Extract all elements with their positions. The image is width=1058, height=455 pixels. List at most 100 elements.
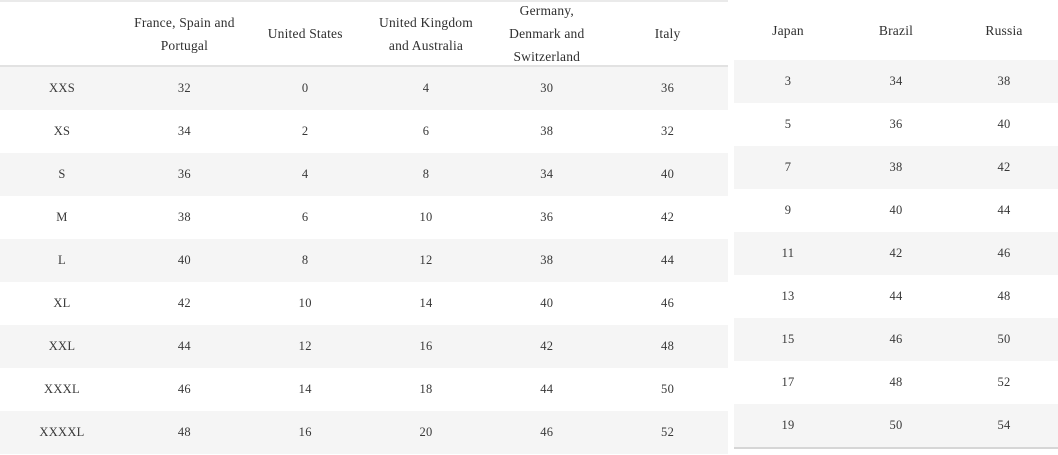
value-cell: 38 (997, 74, 1011, 88)
value-cell: 17 (781, 375, 795, 389)
table-row-xxl: XXL 44 12 16 42 48 (0, 325, 728, 368)
table-row-xxs: XXS 32 0 4 30 36 (0, 67, 728, 110)
table-row-m-right: 9 40 44 (734, 189, 1058, 232)
header-cell-italy: Italy (654, 26, 681, 41)
value-cell: 42 (997, 160, 1011, 174)
value-cell: 44 (540, 382, 554, 396)
size-label: XXXXL (39, 425, 85, 439)
value-cell: 4 (301, 167, 309, 181)
table-row-s-right: 7 38 42 (734, 146, 1058, 189)
value-cell: 52 (661, 425, 675, 439)
value-cell: 36 (889, 117, 903, 131)
header-cell-germany-denmark-switzerland: Germany, Denmark and Switzerland (509, 3, 585, 64)
value-cell: 32 (661, 124, 675, 138)
value-cell: 34 (889, 74, 903, 88)
value-cell: 46 (177, 382, 191, 396)
value-cell: 48 (889, 375, 903, 389)
table-row-s: S 36 4 8 34 40 (0, 153, 728, 196)
size-label: XXS (49, 81, 75, 95)
table-row-xxxxl: XXXXL 48 16 20 46 52 (0, 411, 728, 454)
table-row-xxxxl-right: 19 50 54 (734, 404, 1058, 447)
size-label: XXL (48, 339, 76, 353)
right-table-body: 3 34 38 5 36 40 7 38 42 9 40 44 11 42 46… (734, 60, 1058, 449)
value-cell: 44 (889, 289, 903, 303)
value-cell: 32 (177, 81, 191, 95)
value-cell: 44 (661, 253, 675, 267)
value-cell: 34 (177, 124, 191, 138)
size-label: S (58, 167, 66, 181)
size-label: L (58, 253, 66, 267)
header-cell-france-spain-portugal: France, Spain and Portugal (134, 14, 235, 53)
value-cell: 42 (889, 246, 903, 260)
table-row-xxxl: XXXL 46 14 18 44 50 (0, 368, 728, 411)
value-cell: 11 (781, 246, 795, 260)
value-cell: 4 (422, 81, 430, 95)
value-cell: 50 (661, 382, 675, 396)
value-cell: 13 (781, 289, 795, 303)
value-cell: 20 (419, 425, 433, 439)
header-cell-uk-australia: United Kingdom and Australia (379, 14, 473, 53)
value-cell: 44 (177, 339, 191, 353)
value-cell: 19 (781, 418, 795, 432)
value-cell: 42 (540, 339, 554, 353)
value-cell: 42 (177, 296, 191, 310)
value-cell: 9 (784, 203, 792, 217)
value-cell: 6 (422, 124, 430, 138)
size-label: XS (53, 124, 71, 138)
value-cell: 46 (540, 425, 554, 439)
value-cell: 10 (298, 296, 312, 310)
table-row-xxl-right: 15 46 50 (734, 318, 1058, 361)
table-row-m: M 38 6 10 36 42 (0, 196, 728, 239)
value-cell: 8 (301, 253, 309, 267)
table-row-xxxl-right: 17 48 52 (734, 361, 1058, 404)
size-table-left: France, Spain and Portugal United States… (0, 0, 728, 454)
value-cell: 40 (661, 167, 675, 181)
value-cell: 10 (419, 210, 433, 224)
table-row-xs: XS 34 2 6 38 32 (0, 110, 728, 153)
value-cell: 46 (661, 296, 675, 310)
value-cell: 48 (997, 289, 1011, 303)
value-cell: 5 (784, 117, 792, 131)
value-cell: 3 (784, 74, 792, 88)
value-cell: 36 (177, 167, 191, 181)
value-cell: 18 (419, 382, 433, 396)
value-cell: 54 (997, 418, 1011, 432)
value-cell: 36 (540, 210, 554, 224)
value-cell: 6 (301, 210, 309, 224)
value-cell: 34 (540, 167, 554, 181)
value-cell: 46 (889, 332, 903, 346)
header-cell-united-states: United States (267, 26, 343, 41)
value-cell: 16 (298, 425, 312, 439)
table-row-xl-right: 13 44 48 (734, 275, 1058, 318)
header-cell-japan: Japan (772, 22, 804, 38)
value-cell: 12 (298, 339, 312, 353)
value-cell: 50 (889, 418, 903, 432)
value-cell: 46 (997, 246, 1011, 260)
value-cell: 40 (997, 117, 1011, 131)
header-cell-brazil: Brazil (878, 22, 914, 38)
right-table-header-row: Japan Brazil Russia (734, 0, 1058, 60)
value-cell: 36 (661, 81, 675, 95)
size-label: XXXL (44, 382, 80, 396)
size-label: XL (53, 296, 71, 310)
value-cell: 12 (419, 253, 433, 267)
table-row-xl: XL 42 10 14 40 46 (0, 282, 728, 325)
value-cell: 7 (784, 160, 792, 174)
value-cell: 38 (540, 124, 554, 138)
table-row-l-right: 11 42 46 (734, 232, 1058, 275)
value-cell: 14 (419, 296, 433, 310)
value-cell: 42 (661, 210, 675, 224)
value-cell: 44 (997, 203, 1011, 217)
value-cell: 16 (419, 339, 433, 353)
value-cell: 40 (540, 296, 554, 310)
size-label: M (56, 210, 68, 224)
header-cell-russia: Russia (985, 22, 1023, 38)
value-cell: 48 (661, 339, 675, 353)
value-cell: 40 (889, 203, 903, 217)
table-row-xs-right: 5 36 40 (734, 103, 1058, 146)
value-cell: 48 (177, 425, 191, 439)
left-table-header-row: France, Spain and Portugal United States… (0, 2, 728, 67)
value-cell: 40 (177, 253, 191, 267)
value-cell: 38 (889, 160, 903, 174)
value-cell: 30 (540, 81, 554, 95)
